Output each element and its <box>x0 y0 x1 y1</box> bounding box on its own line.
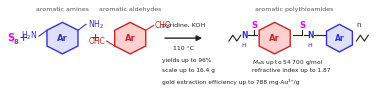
Polygon shape <box>327 24 352 52</box>
Text: H: H <box>307 43 312 48</box>
Text: pyridine, KOH: pyridine, KOH <box>162 23 205 28</box>
Text: OHC: OHC <box>89 37 106 46</box>
Text: Ar: Ar <box>125 34 136 43</box>
Text: +: + <box>91 33 100 43</box>
Text: aromatic aldehydes: aromatic aldehydes <box>99 7 161 12</box>
Polygon shape <box>47 22 78 54</box>
Polygon shape <box>115 22 146 54</box>
Text: refractive index up to 1.87: refractive index up to 1.87 <box>252 68 330 73</box>
Text: N: N <box>307 31 314 40</box>
Text: 8: 8 <box>14 39 19 45</box>
Text: Ar: Ar <box>57 34 68 43</box>
Text: 110 °C: 110 °C <box>173 46 194 51</box>
Text: +: + <box>19 33 28 43</box>
Text: S: S <box>252 21 258 30</box>
Text: gold extraction efficiency up to 788 mg·Au³⁺/g: gold extraction efficiency up to 788 mg·… <box>162 78 299 84</box>
Text: Ar: Ar <box>335 34 344 43</box>
Text: aromatic polythioamides: aromatic polythioamides <box>256 7 334 12</box>
Text: n: n <box>356 22 361 28</box>
Text: S: S <box>8 33 15 43</box>
Polygon shape <box>259 22 290 54</box>
Text: yields up to 96%: yields up to 96% <box>162 58 212 63</box>
Text: H: H <box>242 43 246 48</box>
Text: scale up to 16.4 g: scale up to 16.4 g <box>162 68 215 73</box>
Text: N: N <box>242 31 248 40</box>
Text: Ar: Ar <box>269 34 280 43</box>
Text: $M_w$s up to 54 700 g/mol: $M_w$s up to 54 700 g/mol <box>252 58 323 67</box>
Text: S: S <box>300 21 305 30</box>
Text: aromatic amines: aromatic amines <box>36 7 89 12</box>
Text: CHO: CHO <box>155 21 172 30</box>
Text: NH$_2$: NH$_2$ <box>88 18 104 31</box>
Text: H$_2$N: H$_2$N <box>20 30 37 42</box>
